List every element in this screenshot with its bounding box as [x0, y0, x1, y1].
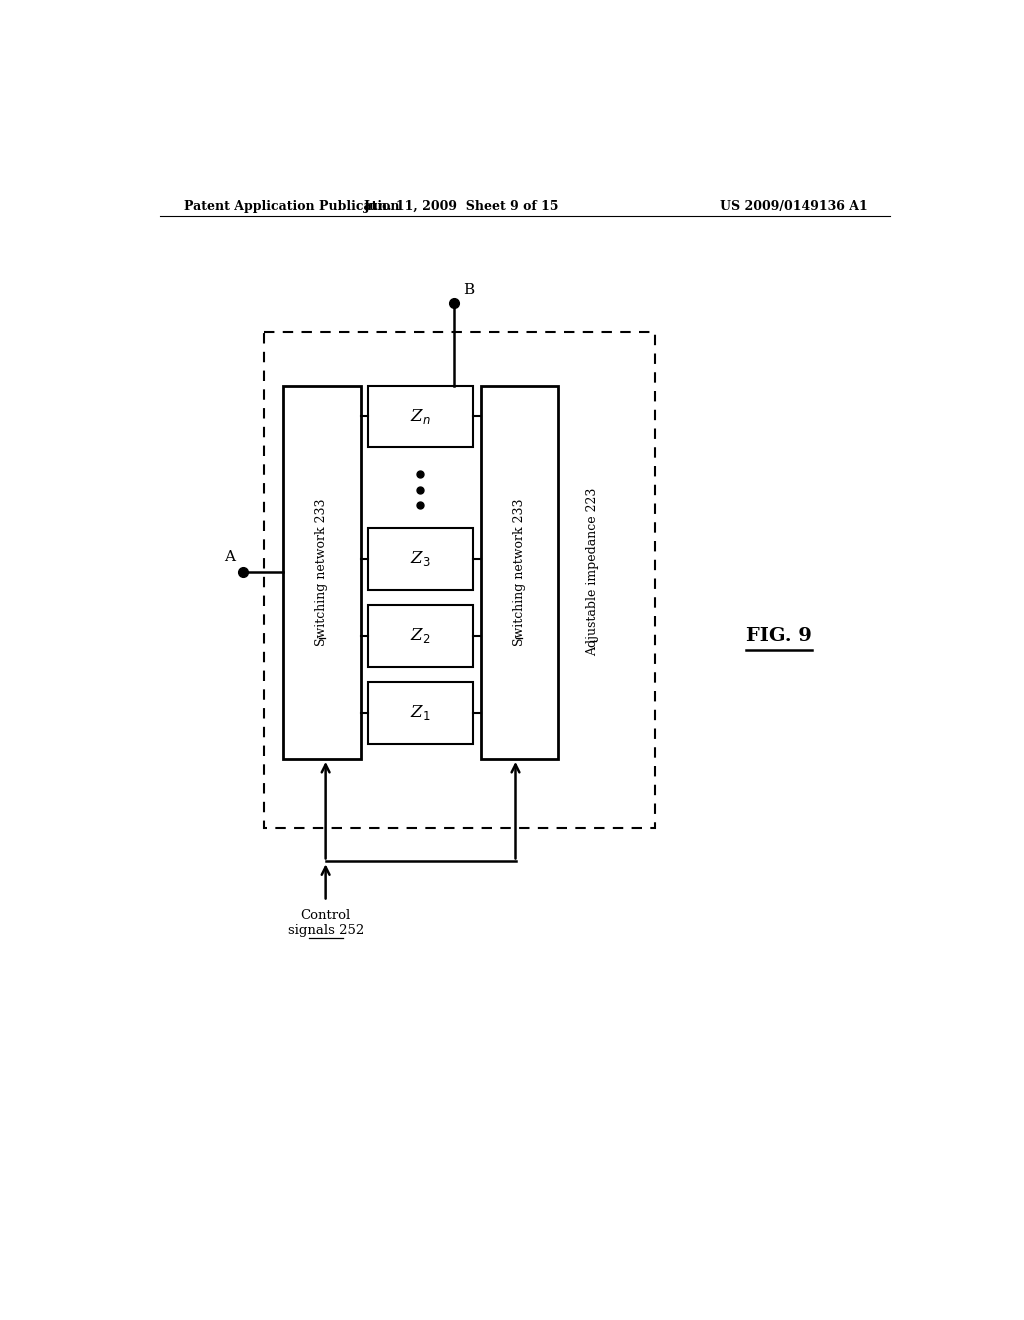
Text: Z$_1$: Z$_1$ [411, 704, 431, 722]
Text: Z$_3$: Z$_3$ [411, 549, 431, 569]
Text: FIG. 9: FIG. 9 [746, 627, 812, 644]
Text: Adjustable impedance 223: Adjustable impedance 223 [587, 487, 599, 656]
Bar [283, 385, 360, 759]
Text: US 2009/0149136 A1: US 2009/0149136 A1 [720, 199, 868, 213]
Text: Jun. 11, 2009  Sheet 9 of 15: Jun. 11, 2009 Sheet 9 of 15 [364, 199, 559, 213]
Bar [369, 528, 473, 590]
Text: B: B [463, 282, 474, 297]
Text: A: A [224, 550, 234, 564]
Bar [369, 605, 473, 667]
Text: Z$_2$: Z$_2$ [411, 626, 431, 645]
Bar [480, 385, 558, 759]
Text: Switching network 233: Switching network 233 [513, 499, 526, 645]
Bar [369, 385, 473, 447]
Text: Control
signals 252: Control signals 252 [288, 909, 364, 937]
Bar [369, 682, 473, 743]
Text: Z$_n$: Z$_n$ [411, 407, 431, 426]
Text: Patent Application Publication: Patent Application Publication [183, 199, 399, 213]
Text: Switching network 233: Switching network 233 [315, 499, 329, 645]
Bar [263, 331, 655, 829]
